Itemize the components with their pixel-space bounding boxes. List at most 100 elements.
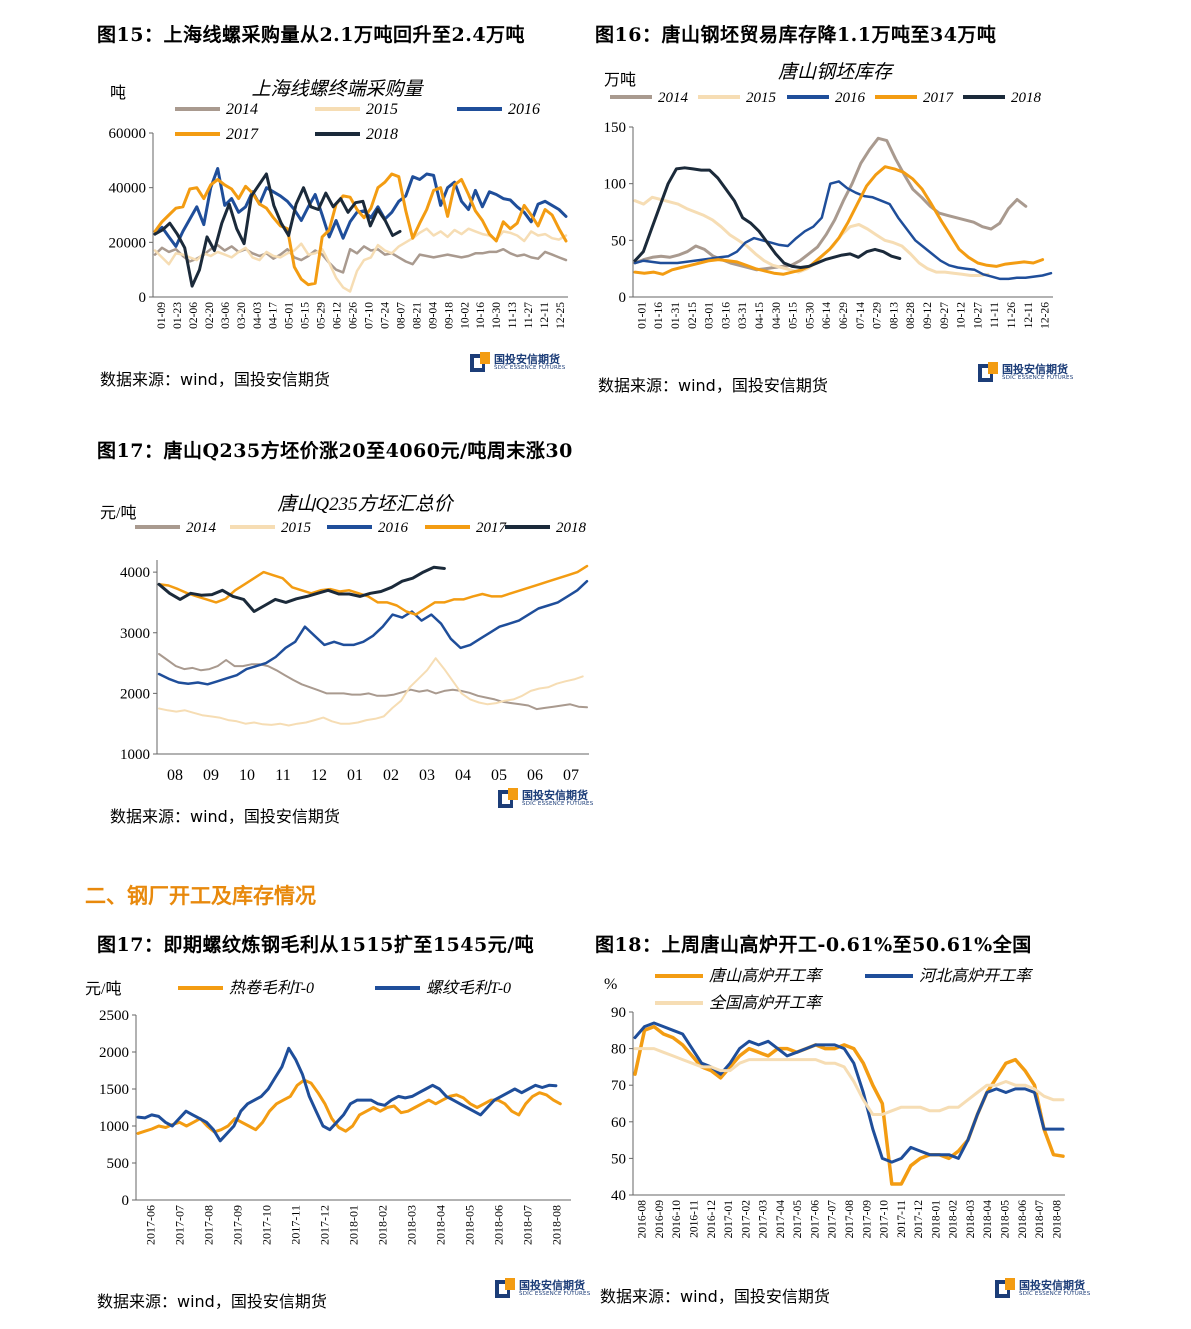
x-tick-label: 10-30 xyxy=(491,302,503,329)
logo-subtext: SDIC ESSENCE FUTURES xyxy=(1002,375,1074,381)
y-tick-label: 0 xyxy=(139,290,147,306)
x-tick-label: 2017-06 xyxy=(809,1200,821,1239)
x-tick-label: 05 xyxy=(491,767,507,784)
x-tick-label: 04-17 xyxy=(268,302,280,329)
x-tick-label: 2018-03 xyxy=(965,1200,977,1239)
y-axis-unit: % xyxy=(604,976,617,993)
x-tick-label: 11-27 xyxy=(523,302,535,329)
x-tick-label: 06-26 xyxy=(348,302,360,329)
series-line-2 xyxy=(158,657,584,727)
x-tick-label: 12-11 xyxy=(539,302,551,329)
y-tick-label: 1500 xyxy=(99,1082,129,1098)
x-tick-label: 11 xyxy=(275,767,290,784)
figure-18-caption: 图18：上周唐山高炉开工-0.61%至50.61%全国 xyxy=(595,934,1032,956)
x-tick-label: 2017-12 xyxy=(913,1200,925,1239)
y-tick-label: 50 xyxy=(611,1151,626,1167)
legend-label: 2014 xyxy=(226,101,258,118)
legend-label: 2018 xyxy=(556,520,587,536)
legend-label: 2016 xyxy=(378,520,409,536)
x-tick-label: 08-13 xyxy=(888,302,900,329)
series-line-4 xyxy=(633,165,1045,276)
x-tick-label: 12-11 xyxy=(1023,302,1035,329)
x-tick-label: 05-29 xyxy=(316,302,328,329)
series-line-3 xyxy=(633,1047,1065,1116)
series-line-5 xyxy=(153,172,402,288)
y-tick-label: 60 xyxy=(611,1115,626,1131)
x-tick-label: 2017-11 xyxy=(289,1205,303,1245)
x-tick-label: 01-16 xyxy=(653,302,665,329)
x-tick-label: 2018-08 xyxy=(550,1205,564,1245)
y-tick-label: 100 xyxy=(604,177,627,193)
x-tick-label: 2018-04 xyxy=(982,1200,994,1239)
x-tick-label: 2016-11 xyxy=(688,1200,700,1238)
section-title: 二、钢厂开工及库存情况 xyxy=(85,884,316,908)
x-tick-label: 2018-04 xyxy=(434,1205,448,1245)
legend-label: 2017 xyxy=(923,90,955,106)
x-tick-label: 2017-05 xyxy=(792,1200,804,1239)
x-tick-label: 02-15 xyxy=(687,302,699,329)
series-line-3 xyxy=(633,180,1053,281)
x-tick-label: 09-12 xyxy=(922,302,934,329)
series-line-4 xyxy=(153,172,568,287)
x-tick-label: 08-28 xyxy=(905,302,917,329)
logo-subtext: SDIC ESSENCE FUTURES xyxy=(494,365,566,371)
x-tick-label: 10-12 xyxy=(956,302,968,329)
series-line-1 xyxy=(136,1078,562,1135)
y-tick-label: 2000 xyxy=(120,686,150,702)
x-tick-label: 07-29 xyxy=(872,302,884,329)
y-tick-label: 0 xyxy=(619,290,627,306)
logo-text: 国投安信期货 xyxy=(494,353,560,366)
y-tick-label: 70 xyxy=(611,1078,626,1094)
x-tick-label: 10 xyxy=(239,767,255,784)
x-tick-label: 02-06 xyxy=(188,302,200,329)
logo-mark-icon xyxy=(995,1278,1015,1298)
y-tick-label: 2500 xyxy=(99,1008,129,1024)
legend-label: 2016 xyxy=(835,90,866,106)
legend-label: 唐山高炉开工率 xyxy=(709,967,824,985)
logo-subtext: SDIC ESSENCE FUTURES xyxy=(519,1291,591,1297)
logo-text: 国投安信期货 xyxy=(519,1279,585,1292)
x-tick-label: 2017-11 xyxy=(896,1200,908,1238)
x-tick-label: 09 xyxy=(203,767,219,784)
logo-mark-icon xyxy=(495,1278,515,1298)
y-tick-label: 20000 xyxy=(109,235,147,251)
x-tick-label: 07-24 xyxy=(379,302,391,329)
y-tick-label: 40000 xyxy=(109,181,147,197)
x-tick-label: 05-30 xyxy=(804,302,816,329)
x-tick-label: 08-21 xyxy=(411,302,423,329)
legend-label: 2015 xyxy=(366,101,398,118)
x-tick-label: 01-23 xyxy=(172,302,184,329)
x-tick-label: 02 xyxy=(383,767,399,784)
logo-mark-icon xyxy=(470,352,490,372)
y-tick-label: 150 xyxy=(604,120,627,136)
x-tick-label: 04-15 xyxy=(754,302,766,329)
x-tick-label: 12-25 xyxy=(555,302,567,329)
x-tick-label: 2017-10 xyxy=(879,1200,891,1239)
x-tick-label: 12-26 xyxy=(1040,302,1052,329)
x-tick-label: 2017-08 xyxy=(844,1200,856,1239)
x-tick-label: 01-31 xyxy=(670,302,682,329)
logo-text: 国投安信期货 xyxy=(1019,1279,1085,1292)
company-logo: 国投安信期货 SDIC ESSENCE FUTURES xyxy=(978,360,1090,390)
x-tick-label: 2018-03 xyxy=(405,1205,419,1245)
series-line-1 xyxy=(153,243,568,274)
legend-label: 全国高炉开工率 xyxy=(709,994,824,1012)
x-tick-label: 2017-12 xyxy=(318,1205,332,1245)
x-tick-label: 2018-01 xyxy=(930,1200,942,1239)
x-tick-label: 06-29 xyxy=(838,302,850,329)
source-note-fig17b: 数据来源：wind，国投安信期货 xyxy=(97,1292,327,1311)
chart-title: 唐山Q235方坯汇总价 xyxy=(277,493,454,515)
y-tick-label: 80 xyxy=(611,1042,626,1058)
x-tick-label: 04-30 xyxy=(771,302,783,329)
y-axis-unit: 元/吨 xyxy=(100,504,136,522)
x-tick-label: 2018-05 xyxy=(1000,1200,1012,1239)
legend-label: 螺纹毛利T-0 xyxy=(426,979,511,997)
x-tick-label: 02-20 xyxy=(204,302,216,329)
x-tick-label: 10-16 xyxy=(475,302,487,329)
x-tick-label: 2018-08 xyxy=(1051,1200,1063,1239)
series-line-1 xyxy=(158,653,588,711)
chart-title: 上海线螺终端采购量 xyxy=(251,79,424,100)
series-line-1 xyxy=(633,136,1028,272)
x-tick-label: 2017-02 xyxy=(740,1200,752,1239)
